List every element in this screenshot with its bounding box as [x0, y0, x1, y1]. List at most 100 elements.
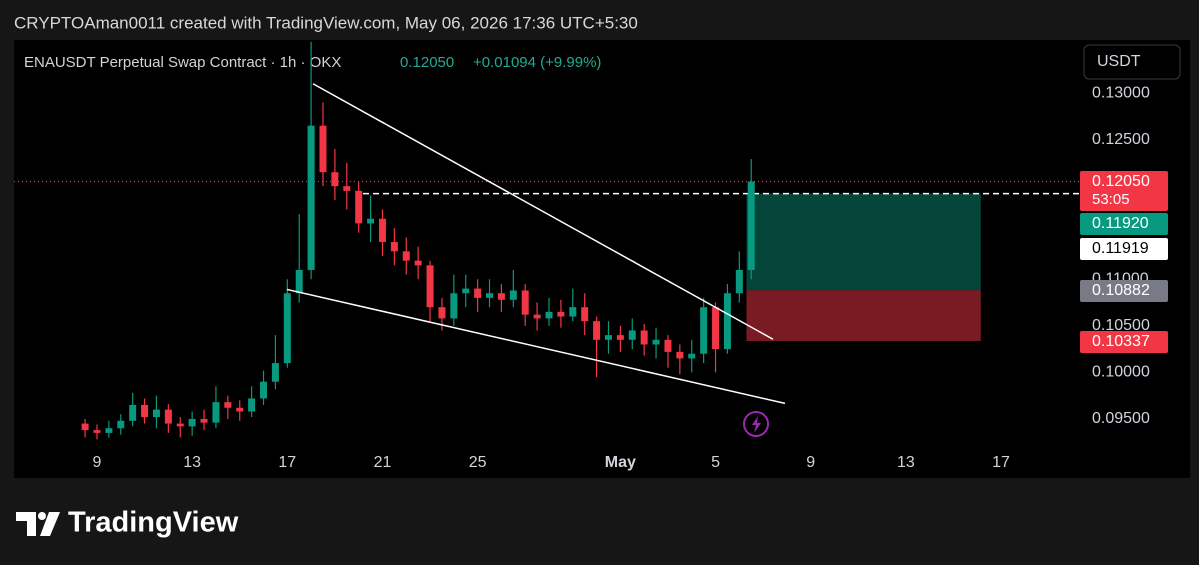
- chart-title: ENAUSDT Perpetual Swap Contract · 1h · O…: [24, 54, 341, 71]
- price-badge: [1080, 171, 1168, 211]
- candle-body: [331, 172, 339, 187]
- y-tick-label: 0.12500: [1092, 131, 1150, 148]
- candle-body: [164, 409, 172, 424]
- y-tick-label: 0.10500: [1092, 317, 1150, 334]
- candle-body: [355, 190, 363, 224]
- candle-body: [628, 330, 636, 340]
- candle-body: [700, 307, 708, 354]
- currency-button[interactable]: [1083, 44, 1181, 80]
- loss-zone: [746, 290, 981, 342]
- candle-body: [533, 314, 541, 319]
- candle-body: [581, 307, 589, 322]
- candle-body: [319, 125, 327, 173]
- candle-body: [81, 423, 89, 431]
- candle-body: [652, 339, 660, 345]
- candle-body: [176, 423, 184, 427]
- x-tick-label: 9: [806, 454, 815, 471]
- candle-body: [271, 363, 279, 382]
- candle-body: [521, 290, 529, 315]
- candle-body: [462, 288, 470, 294]
- candle-body: [295, 269, 303, 294]
- candle-body: [390, 242, 398, 252]
- candle-body: [497, 293, 505, 300]
- price-badge: [1080, 238, 1168, 260]
- candle-body: [236, 407, 244, 412]
- x-tick-label: 13: [897, 454, 915, 471]
- y-tick-label: 0.10000: [1092, 364, 1150, 381]
- candle-body: [735, 269, 743, 294]
- candle-body: [426, 265, 434, 308]
- x-tick-label: 5: [711, 454, 720, 471]
- candle-body: [593, 321, 601, 340]
- candle-body: [93, 430, 101, 433]
- tv-logo-icon: [16, 512, 60, 536]
- candle-body: [248, 398, 256, 412]
- candle-body: [188, 418, 196, 427]
- candle-body: [200, 418, 208, 423]
- profit-zone: [746, 193, 981, 291]
- candle-body: [224, 402, 232, 408]
- candle-body: [664, 339, 672, 352]
- candle-body: [260, 381, 268, 399]
- candle-body: [414, 260, 422, 266]
- price-badge-label: 0.10337: [1092, 333, 1150, 350]
- candle-body: [307, 125, 315, 270]
- candle-body: [141, 404, 149, 418]
- candle-body: [367, 218, 375, 224]
- candle-body: [509, 290, 517, 300]
- candle-body: [438, 307, 446, 319]
- chart-panel: [14, 40, 1190, 478]
- x-tick-label: 13: [183, 454, 201, 471]
- candle-body: [747, 181, 755, 270]
- candle-body: [676, 351, 684, 359]
- price-badge: [1080, 213, 1168, 235]
- x-tick-label: 21: [374, 454, 392, 471]
- candle-body: [378, 218, 386, 243]
- trendline: [312, 83, 774, 340]
- last-price: 0.12050: [400, 54, 454, 71]
- candle-body: [129, 404, 137, 421]
- price-badge-label: 0.11919: [1092, 240, 1149, 257]
- candle-body: [283, 293, 291, 364]
- y-tick-label: 0.13000: [1092, 84, 1150, 101]
- x-tick-label: 17: [278, 454, 296, 471]
- x-tick-label: 25: [469, 454, 487, 471]
- candle-body: [640, 330, 648, 345]
- candle-body: [105, 428, 113, 433]
- price-badge: [1080, 280, 1168, 302]
- candle-body: [486, 293, 494, 298]
- candle-body: [212, 402, 220, 423]
- candle-body: [545, 311, 553, 319]
- candle-body: [557, 311, 565, 317]
- candle-body: [450, 293, 458, 319]
- x-tick-label: 17: [992, 454, 1010, 471]
- candle-body: [474, 288, 482, 298]
- candle-body: [152, 409, 160, 418]
- candle-body: [723, 293, 731, 350]
- currency-label[interactable]: USDT: [1097, 53, 1141, 70]
- price-badge-label: 0.11920: [1092, 215, 1149, 232]
- candle-body: [616, 335, 624, 340]
- candle-body: [688, 353, 696, 359]
- logo-text: TradingView: [68, 507, 239, 539]
- price-badge-label: 0.12050: [1092, 173, 1150, 190]
- candle-body: [712, 307, 720, 350]
- price-badge: [1080, 331, 1168, 353]
- plot: 0.095000.100000.105000.110000.125000.130…: [14, 41, 1168, 471]
- countdown: 53:05: [1092, 191, 1130, 208]
- y-tick-label: 0.09500: [1092, 410, 1150, 427]
- candle-body: [569, 307, 577, 317]
- candle-body: [117, 420, 125, 429]
- candle-body: [343, 186, 351, 191]
- credit: CRYPTOAman0011 created with TradingView.…: [14, 13, 638, 32]
- x-tick-label: May: [605, 454, 636, 471]
- trendline: [286, 288, 786, 405]
- x-tick-label: 9: [93, 454, 102, 471]
- candle-body: [604, 335, 612, 340]
- price-change: +0.01094 (+9.99%): [473, 54, 601, 71]
- alert-icon[interactable]: [743, 411, 769, 437]
- price-badge-label: 0.10882: [1092, 282, 1150, 299]
- candle-body: [402, 251, 410, 261]
